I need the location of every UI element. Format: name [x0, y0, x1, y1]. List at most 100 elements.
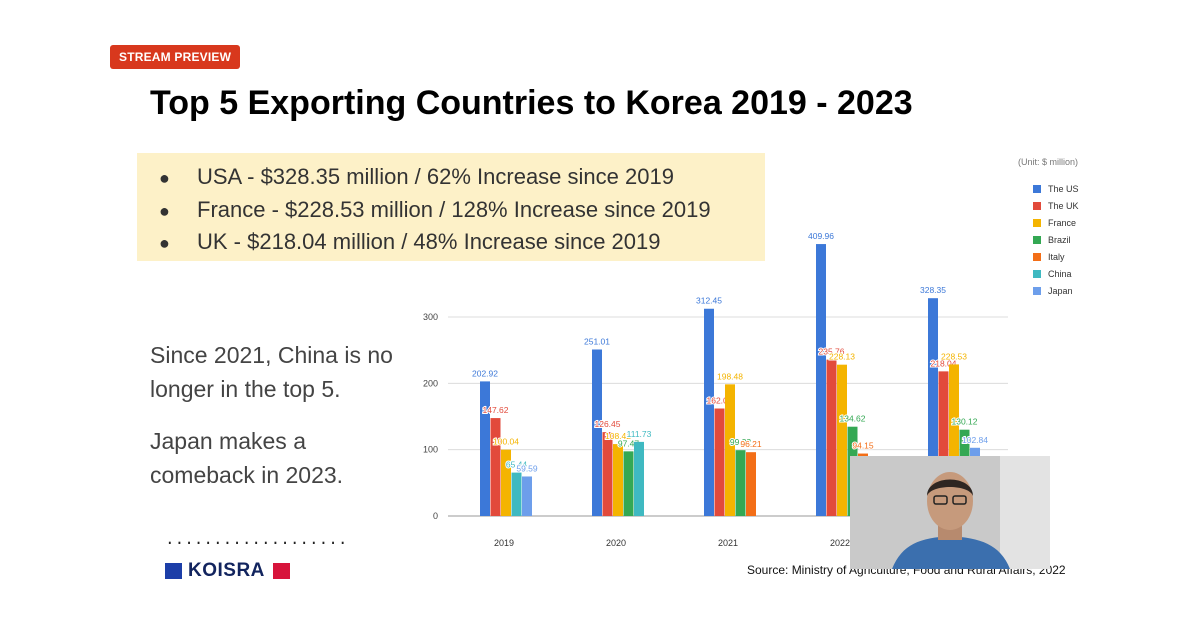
- bar: [623, 451, 634, 516]
- data-label: 409.96: [808, 231, 834, 241]
- highlight-text: USA - $328.35 million / 62% Increase sin…: [197, 164, 674, 189]
- data-label: 147.62: [483, 405, 509, 415]
- bar: [613, 444, 623, 516]
- y-tick-label: 300: [423, 312, 438, 322]
- legend-label: Brazil: [1048, 234, 1071, 245]
- bar: [704, 308, 714, 516]
- logo-text: KOISRA: [188, 560, 265, 581]
- x-tick-label: 2022: [830, 538, 850, 548]
- highlight-item: ● France - $228.53 million / 128% Increas…: [159, 194, 765, 227]
- legend-item: The US: [1033, 180, 1079, 197]
- bar: [938, 371, 949, 516]
- data-label: 235.76: [819, 347, 845, 357]
- data-label: 100.04: [493, 437, 519, 447]
- x-tick-label: 2021: [718, 538, 738, 548]
- bar: [602, 432, 613, 516]
- legend-label: The US: [1048, 183, 1079, 194]
- highlight-text: France - $228.53 million / 128% Increase…: [197, 196, 711, 222]
- japan-note: Japan makes a comeback in 2023.: [150, 428, 344, 488]
- legend-item: The UK: [1033, 197, 1079, 214]
- video-wall: [1000, 456, 1050, 569]
- chart-legend: The US The UK France Brazil Italy China Japan: [1033, 180, 1079, 299]
- y-tick-label: 100: [423, 445, 438, 455]
- logo-red-square-icon: [272, 563, 290, 579]
- x-tick-label: 2020: [606, 538, 626, 548]
- bar: [501, 449, 511, 516]
- bar: [837, 364, 847, 516]
- highlight-text: UK - $218.04 million / 48% Increase sinc…: [197, 229, 661, 254]
- koisra-logo: KOISRA: [165, 560, 290, 581]
- legend-swatch: [1033, 235, 1041, 244]
- bar: [725, 384, 735, 516]
- data-label: 312.45: [696, 296, 722, 306]
- bar: [480, 381, 490, 516]
- page-title: Top 5 Exporting Countries to Korea 2019 …: [150, 84, 913, 122]
- bar: [511, 472, 522, 516]
- bar: [714, 408, 725, 516]
- data-label: 99.22: [730, 437, 752, 447]
- highlight-item: ● UK - $218.04 million / 48% Increase sin…: [159, 226, 765, 259]
- logo-blue-square-icon: [165, 563, 182, 579]
- legend-item: France: [1033, 214, 1079, 231]
- chart-unit-note: (Unit: $ million): [1018, 157, 1079, 167]
- data-label: 111.73: [627, 429, 652, 439]
- legend-label: Italy: [1048, 251, 1065, 262]
- bullet-icon: ●: [159, 200, 170, 221]
- data-label: 228.13: [829, 352, 855, 362]
- data-label: 59.59: [516, 463, 538, 473]
- legend-swatch: [1033, 286, 1041, 295]
- data-label: 102.84: [962, 435, 988, 445]
- legend-item: Brazil: [1033, 231, 1079, 248]
- legend-swatch: [1033, 218, 1041, 227]
- legend-item: Japan: [1033, 282, 1079, 299]
- glasses-icon: [952, 495, 967, 505]
- bar: [634, 441, 644, 516]
- legend-label: France: [1048, 217, 1077, 228]
- x-tick-label: 2019: [494, 538, 514, 548]
- glasses-icon: [933, 495, 948, 505]
- legend-label: China: [1048, 268, 1072, 279]
- highlight-item: ● USA - $328.35 million / 62% Increase si…: [159, 161, 765, 194]
- data-label: 202.92: [472, 368, 498, 378]
- dotted-divider: ...................: [165, 531, 348, 549]
- legend-swatch: [1033, 201, 1041, 210]
- y-tick-label: 0: [433, 511, 438, 521]
- legend-swatch: [1033, 184, 1041, 193]
- bar: [816, 244, 826, 516]
- legend-item: China: [1033, 265, 1079, 282]
- legend-item: Italy: [1033, 248, 1079, 265]
- data-label: 328.35: [920, 285, 946, 295]
- presenter-hair: [927, 479, 973, 496]
- bullet-icon: ●: [159, 233, 170, 253]
- bar: [735, 450, 746, 516]
- presenter-avatar: [850, 456, 1050, 569]
- bar: [826, 359, 837, 516]
- china-note: Since 2021, China is no longer in the to…: [150, 342, 393, 402]
- highlights-box: ● USA - $328.35 million / 62% Increase si…: [137, 153, 765, 261]
- legend-label: The UK: [1048, 200, 1079, 211]
- presenter-video-thumbnail[interactable]: [850, 456, 1050, 569]
- stream-preview-badge: STREAM PREVIEW: [110, 45, 241, 69]
- y-tick-label: 200: [423, 378, 438, 388]
- presenter-shirt: [892, 536, 1010, 569]
- bar: [592, 349, 602, 516]
- data-label: 134.62: [840, 414, 866, 424]
- data-label: 96.21: [740, 439, 762, 449]
- data-label: 251.01: [584, 336, 610, 346]
- bar: [928, 298, 938, 516]
- data-label: 198.48: [717, 371, 743, 381]
- data-label: 65.44: [506, 460, 528, 470]
- data-label: 130.12: [952, 417, 978, 427]
- data-label: 228.53: [941, 351, 967, 361]
- legend-swatch: [1033, 269, 1041, 278]
- bar: [746, 452, 756, 516]
- legend-label: Japan: [1048, 285, 1073, 296]
- legend-swatch: [1033, 252, 1041, 261]
- data-label: 108.42: [605, 431, 631, 441]
- data-label: 126.45: [595, 419, 621, 429]
- bar: [522, 476, 532, 516]
- bar: [949, 364, 959, 516]
- bar: [490, 418, 501, 516]
- bullet-icon: ●: [159, 168, 170, 188]
